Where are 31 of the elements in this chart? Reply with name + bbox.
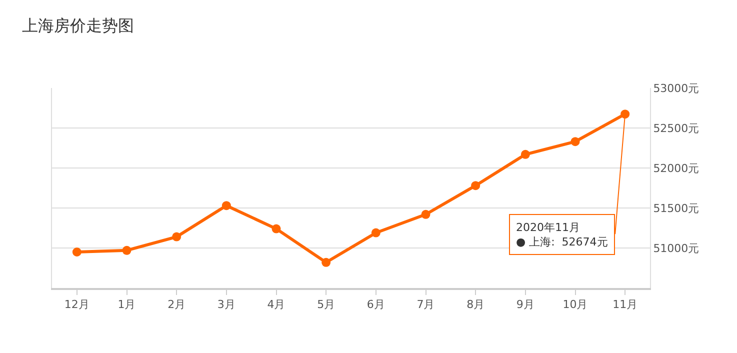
x-tick-label: 4月 [267, 298, 286, 312]
x-tick-label: 2月 [168, 298, 186, 312]
point [322, 258, 331, 267]
x-tick-label: 11月 [612, 298, 638, 312]
point [570, 137, 580, 146]
x-tick-label: 1月 [118, 298, 136, 312]
point [172, 232, 182, 242]
point [72, 248, 82, 256]
annotation: 2020年11月 ● 上海: 52674元 [516, 221, 608, 248]
point [222, 201, 231, 210]
x-tick-label: 6月 [366, 298, 385, 312]
x-tick-label: 5月 [317, 298, 336, 312]
x-tick-label: 9月 [516, 298, 534, 312]
point [471, 181, 480, 190]
y-tick-label: 52000元 [653, 162, 700, 175]
point [272, 224, 281, 234]
y-tick-label: 51000元 [653, 242, 700, 255]
x-tick-label: 7月 [416, 298, 435, 312]
point [620, 110, 630, 119]
y-tick-label: 53000元 [653, 82, 700, 95]
point [371, 228, 380, 238]
y-tick-label: 51500元 [653, 202, 700, 215]
x-tick-label: 10月 [562, 298, 588, 312]
point [122, 246, 132, 255]
point [520, 150, 530, 159]
point [421, 210, 430, 219]
x-tick-label: 3月 [217, 298, 236, 312]
chart-title: 上海房价走势图 [22, 16, 134, 36]
x-tick-label: 8月 [466, 298, 485, 312]
x-tick-label: 12月 [64, 298, 90, 312]
y-tick-label: 52500元 [653, 122, 700, 135]
